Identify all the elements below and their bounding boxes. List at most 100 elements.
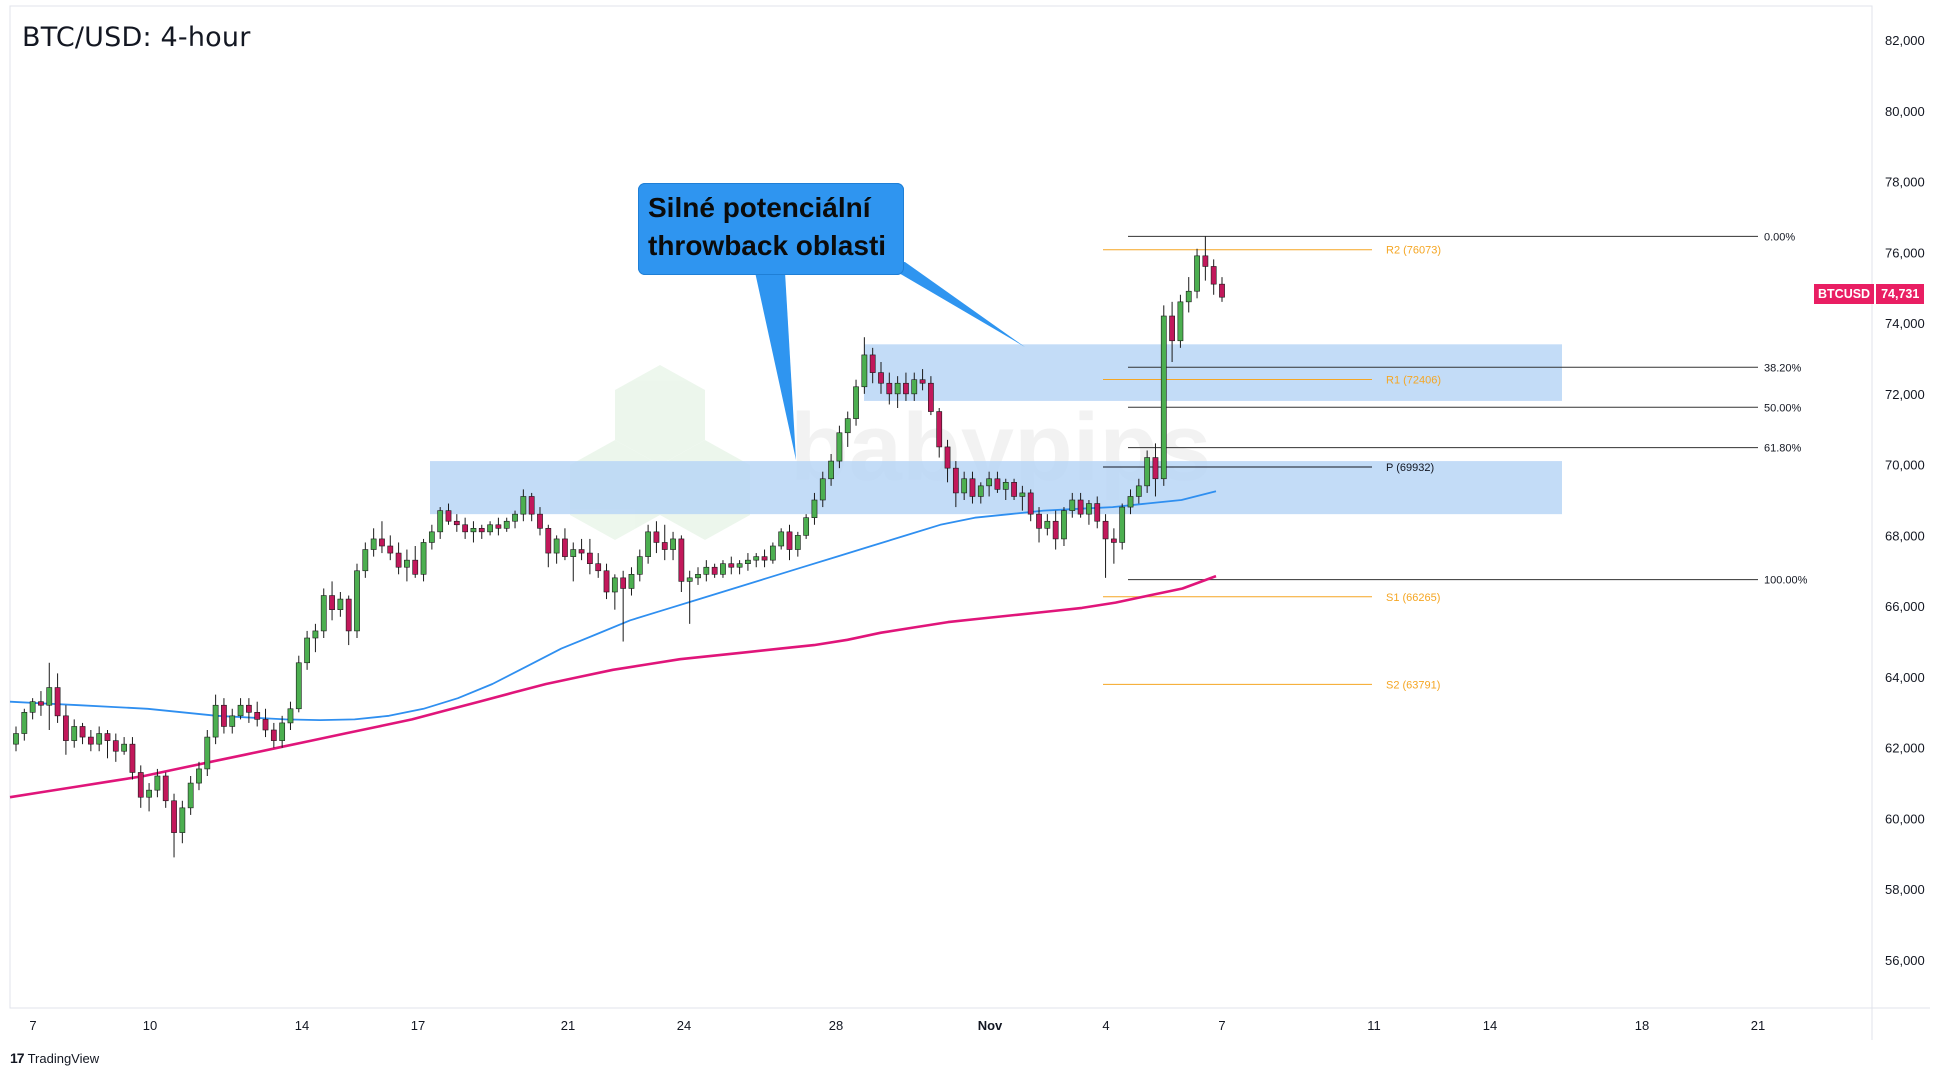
candle-up: [229, 708, 236, 734]
candle-body: [728, 563, 735, 568]
candle-body: [769, 545, 776, 561]
candle-down: [1169, 301, 1175, 362]
candle-up: [470, 521, 477, 543]
y-tick-label: 82,000: [1885, 33, 1925, 48]
fib-level-label: 50.00%: [1764, 402, 1802, 414]
candle-body: [354, 570, 360, 632]
candle-down: [171, 793, 177, 858]
candle-down: [994, 471, 1001, 493]
candle-body: [903, 382, 909, 395]
candle-up: [778, 528, 785, 550]
candle-body: [112, 740, 119, 752]
candle-body: [562, 538, 568, 557]
candle-down: [87, 730, 94, 752]
candle-down: [395, 542, 402, 575]
candle-up: [828, 454, 834, 486]
candle-up: [1019, 485, 1026, 511]
candle-body: [753, 556, 760, 561]
footer-text: TradingView: [27, 1050, 100, 1066]
candle-up: [1194, 248, 1200, 299]
candle-body: [470, 528, 477, 533]
candle-up: [354, 563, 360, 638]
x-tick-label: 10: [143, 1018, 157, 1033]
candle-up: [628, 567, 635, 596]
candle-up: [720, 560, 726, 578]
callout-pointer-left: [755, 272, 796, 460]
candle-body: [412, 559, 419, 575]
y-tick-label: 78,000: [1885, 175, 1925, 190]
candle-down: [137, 765, 144, 808]
fib-level-label: 0.00%: [1764, 231, 1795, 243]
candle-down: [379, 521, 385, 554]
candle-body: [1160, 315, 1167, 480]
candle-body: [1202, 255, 1209, 267]
candle-body: [1027, 492, 1034, 515]
candle-body: [270, 729, 277, 741]
candle-body: [137, 772, 144, 798]
candle-body: [312, 630, 319, 639]
candle-down: [1077, 492, 1084, 518]
x-tick-label: 7: [29, 1018, 36, 1033]
candle-up: [96, 726, 103, 752]
candle-down: [254, 701, 261, 727]
candle-body: [844, 418, 851, 434]
candle-body: [428, 531, 435, 543]
candle-down: [528, 492, 535, 522]
candle-body: [1144, 457, 1151, 487]
candle-body: [71, 726, 78, 741]
candle-body: [1019, 492, 1026, 497]
y-tick-label: 62,000: [1885, 741, 1925, 756]
y-tick-label: 60,000: [1885, 811, 1925, 826]
candle-body: [811, 499, 818, 518]
candle-up: [146, 783, 152, 812]
candle-up: [420, 538, 427, 582]
y-tick-label: 72,000: [1885, 387, 1925, 402]
footer-branding: 17 TradingView: [10, 1050, 99, 1066]
candle-body: [836, 432, 843, 462]
candle-up: [279, 715, 286, 748]
candle-body: [1086, 503, 1092, 515]
candle-up: [1044, 514, 1051, 536]
candle-down: [462, 517, 469, 539]
candle-up: [29, 698, 36, 720]
candle-body: [1061, 510, 1067, 540]
x-tick-label: 28: [829, 1018, 843, 1033]
candle-down: [886, 372, 893, 405]
candle-body: [1077, 499, 1084, 515]
candle-down: [1210, 259, 1217, 295]
candle-body: [1177, 301, 1184, 342]
candle-down: [878, 362, 884, 394]
candle-down: [79, 722, 86, 745]
annotation-callout: Silné potenciální throwback oblasti: [638, 183, 904, 275]
candle-body: [503, 520, 510, 529]
candle-down: [1102, 514, 1109, 578]
candle-up: [1160, 305, 1167, 486]
candle-up: [911, 372, 918, 401]
moving-average-slow: [9, 574, 1217, 799]
candle-body: [171, 800, 177, 833]
fib-level-label: 100.00%: [1764, 575, 1808, 587]
candle-down: [445, 503, 452, 525]
candle-down: [661, 524, 668, 561]
candle-up: [1002, 478, 1009, 500]
candle-body: [295, 662, 302, 710]
candle-body: [204, 736, 211, 770]
candle-body: [1110, 538, 1117, 543]
candle-up: [121, 737, 128, 755]
y-tick-label: 70,000: [1885, 458, 1925, 473]
pivot-label: S2 (63791): [1386, 679, 1440, 691]
pivot-label: P (69932): [1386, 462, 1434, 474]
candle-body: [38, 701, 44, 706]
y-tick-label: 66,000: [1885, 599, 1925, 614]
candle-down: [478, 524, 485, 539]
candle-body: [911, 379, 918, 395]
candle-up: [611, 574, 618, 610]
candle-down: [903, 372, 909, 401]
candle-down: [786, 524, 793, 561]
candle-body: [736, 563, 743, 568]
candle-body: [1094, 503, 1101, 522]
candle-body: [54, 687, 61, 717]
candle-up: [71, 719, 78, 748]
x-tick-label: 4: [1102, 1018, 1109, 1033]
candle-body: [212, 704, 219, 738]
